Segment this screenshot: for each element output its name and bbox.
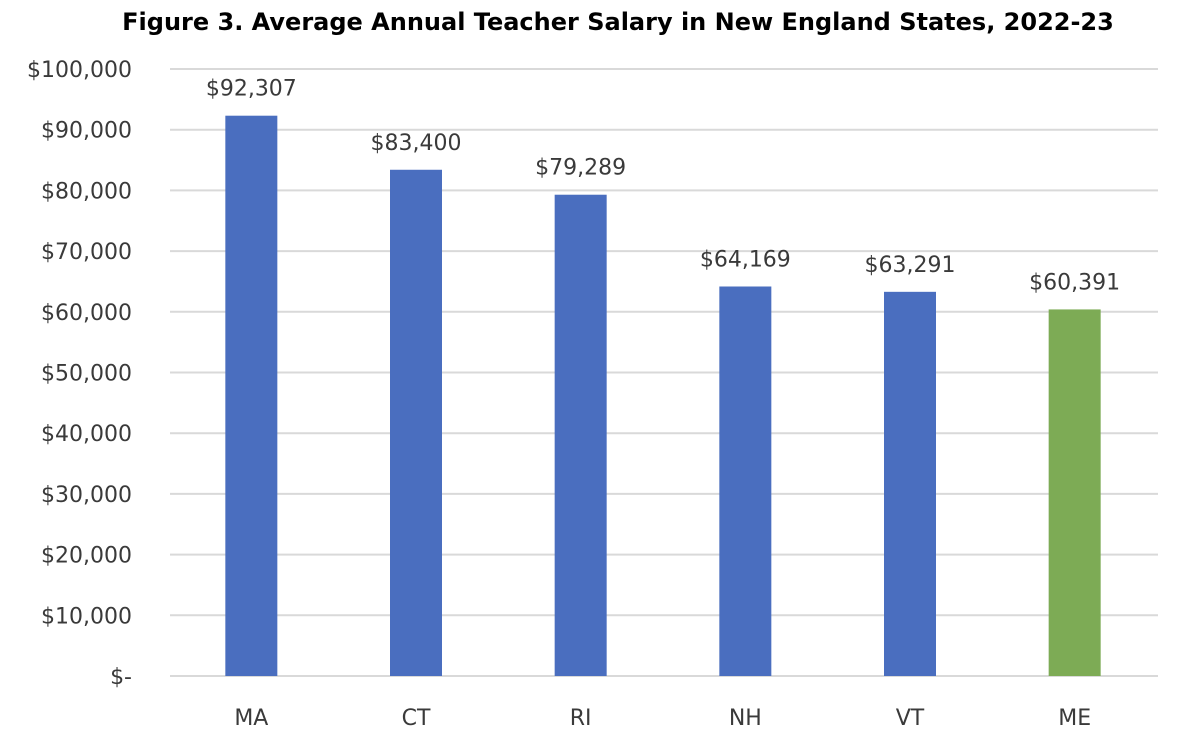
bar-ri <box>554 194 607 677</box>
data-label-ri: $79,289 <box>535 156 626 181</box>
data-label-vt: $63,291 <box>865 253 956 278</box>
x-tick-label-vt: VT <box>896 706 925 731</box>
y-tick-label: $70,000 <box>41 240 132 265</box>
y-tick-label: $- <box>110 665 132 690</box>
x-tick-label-ma: MA <box>234 706 268 731</box>
y-tick-label: $30,000 <box>41 483 132 508</box>
bars <box>225 115 1101 677</box>
gridlines <box>170 68 1158 677</box>
y-tick-label: $60,000 <box>41 301 132 326</box>
bar-ma <box>225 115 278 676</box>
bar-nh <box>719 286 772 676</box>
y-tick-label: $90,000 <box>41 119 132 144</box>
x-tick-label-ri: RI <box>570 706 592 731</box>
x-tick-label-ct: CT <box>402 706 431 731</box>
y-tick-label: $80,000 <box>41 179 132 204</box>
bar-vt <box>884 291 936 676</box>
data-label-ma: $92,307 <box>206 77 297 102</box>
y-tick-label: $40,000 <box>41 422 132 447</box>
bar-me <box>1048 309 1101 676</box>
x-tick-label-me: ME <box>1058 706 1091 731</box>
y-tick-label: $100,000 <box>27 58 132 83</box>
y-tick-label: $20,000 <box>41 544 132 569</box>
x-tick-label-nh: NH <box>729 706 762 731</box>
bar-ct <box>390 169 442 676</box>
x-axis-ticks: MA CT RI NH VT ME <box>234 706 1091 731</box>
data-label-ct: $83,400 <box>371 131 462 156</box>
data-labels: $92,307 $83,400 $79,289 $64,169 $63,291 $60,3… <box>206 77 1120 296</box>
y-tick-label: $50,000 <box>41 362 132 387</box>
data-label-me: $60,391 <box>1029 270 1120 295</box>
y-tick-label: $10,000 <box>41 604 132 629</box>
data-label-nh: $64,169 <box>700 247 791 272</box>
chart-title: Figure 3. Average Annual Teacher Salary … <box>122 8 1114 36</box>
y-axis-ticks: $- $10,000 $20,000 $30,000 $40,000 $50,000 $60… <box>27 58 132 690</box>
